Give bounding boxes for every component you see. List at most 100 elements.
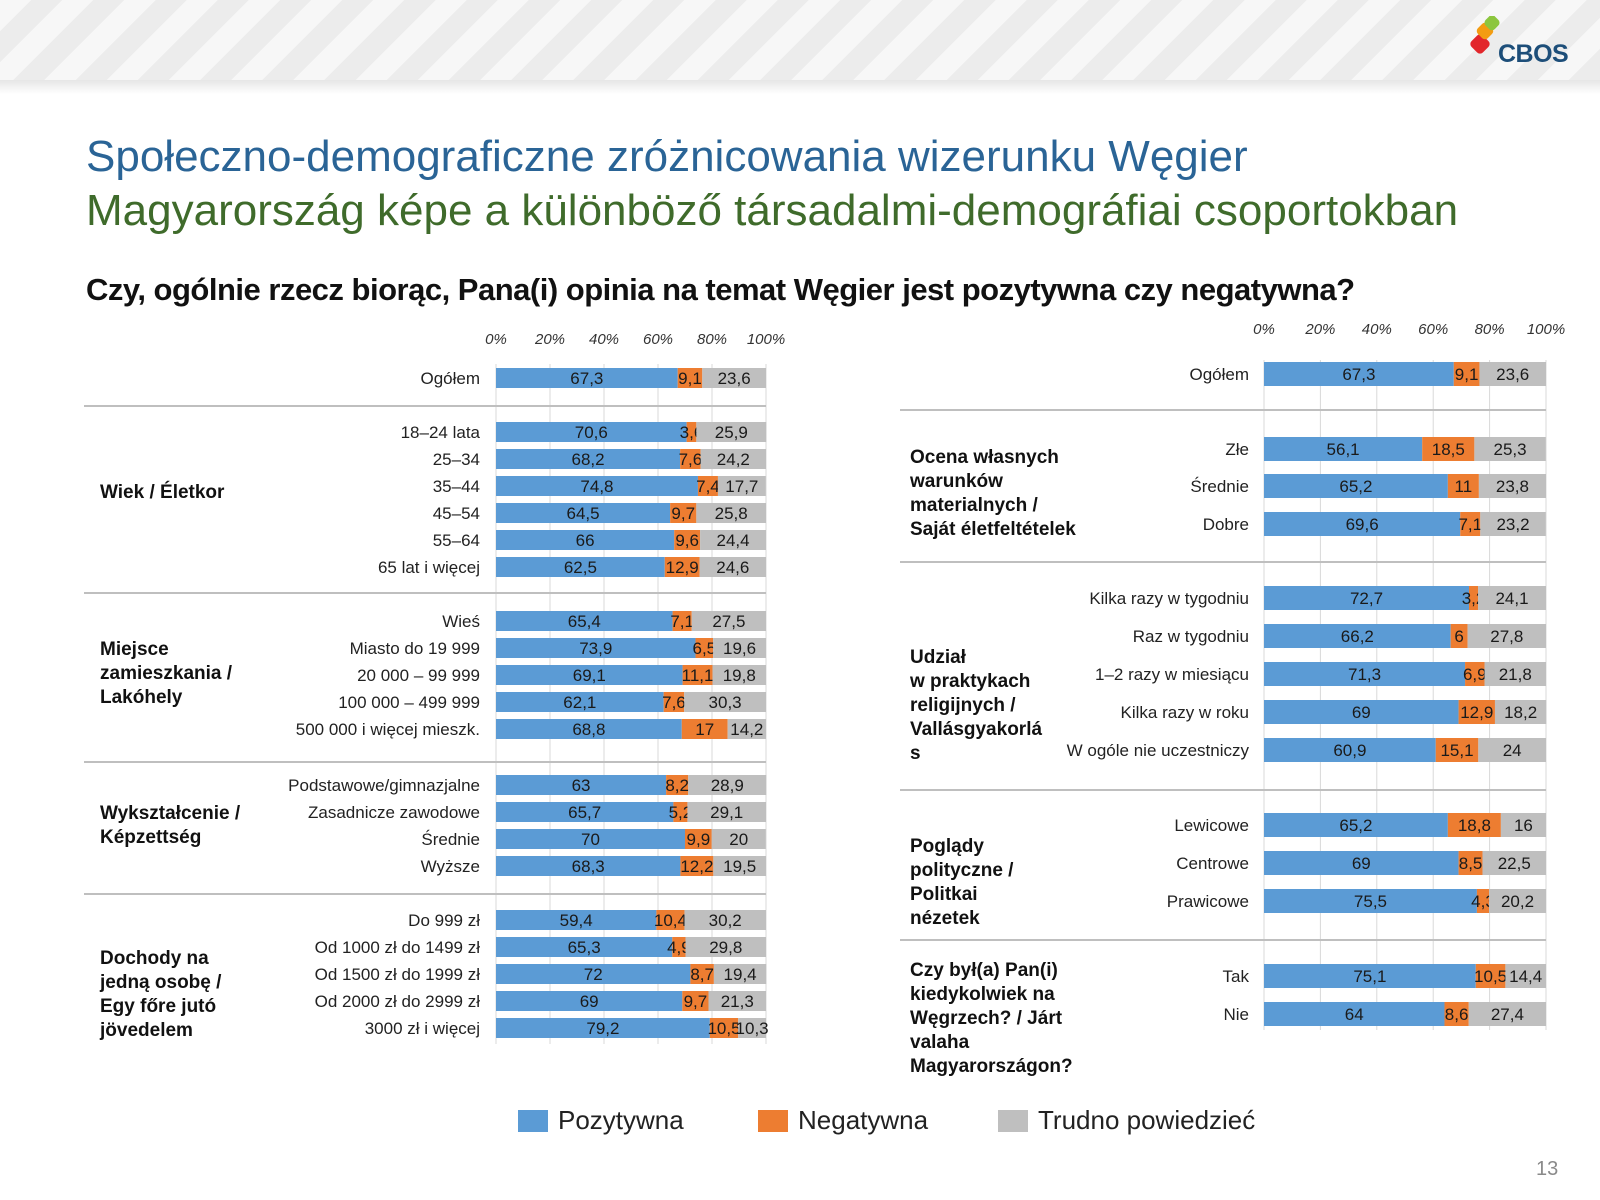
- bar-segment-unsure: [1482, 851, 1546, 875]
- bar-segment-positive: [496, 775, 667, 795]
- data-label: 72,7: [1350, 589, 1383, 608]
- bar-segment-unsure: [738, 1018, 766, 1038]
- chart-legend: Pozytywna Negatywna Trudno powiedzieć: [0, 1105, 1600, 1145]
- x-tick-label: 20%: [534, 331, 565, 348]
- bar-segment-positive: [496, 422, 687, 442]
- bar-segment-negative: [1422, 437, 1475, 461]
- data-label: 16: [1514, 816, 1533, 835]
- bar-segment-unsure: [1489, 889, 1546, 913]
- bar-segment-negative: [1447, 813, 1501, 837]
- page-subtitle: Magyarország képe a különböző társadalmi…: [86, 186, 1459, 235]
- row-label: 45–54: [433, 504, 480, 523]
- data-label: 25,9: [715, 423, 748, 442]
- group-label: Ocena własnych: [910, 447, 1059, 468]
- data-label: 27,8: [1490, 627, 1523, 646]
- group-label: jedną osobę /: [99, 972, 222, 993]
- data-label: 62,5: [564, 558, 597, 577]
- bar-segment-unsure: [684, 692, 766, 712]
- data-label: 9,1: [678, 369, 702, 388]
- row-label: Średnie: [421, 830, 480, 849]
- data-label: 24: [1503, 741, 1522, 760]
- bar-segment-unsure: [1478, 586, 1546, 610]
- x-tick-label: 80%: [1475, 321, 1505, 338]
- bar-segment-negative: [682, 991, 709, 1011]
- row-label: Do 999 zł: [408, 911, 480, 930]
- data-label: 63: [572, 776, 591, 795]
- x-tick-label: 0%: [485, 331, 507, 348]
- bar-segment-positive: [496, 1018, 710, 1038]
- group-label: religijnych /: [910, 695, 1016, 716]
- data-label: 69: [1352, 703, 1371, 722]
- data-label: 66,2: [1341, 627, 1374, 646]
- row-label: 18–24 lata: [401, 423, 481, 442]
- group-label: Udział: [910, 647, 967, 668]
- row-label: 35–44: [433, 477, 480, 496]
- group-label: Poglądy: [910, 836, 984, 857]
- data-label: 24,6: [716, 558, 749, 577]
- row-label: Ogółem: [1189, 365, 1249, 384]
- data-label: 6,9: [1463, 665, 1487, 684]
- bar-segment-negative: [1458, 851, 1483, 875]
- x-tick-label: 40%: [589, 331, 619, 348]
- data-label: 56,1: [1327, 440, 1360, 459]
- data-label: 70: [581, 830, 600, 849]
- data-label: 64,5: [567, 504, 600, 523]
- bar-segment-unsure: [713, 964, 767, 984]
- bar-segment-positive: [496, 964, 691, 984]
- bar-segment-positive: [496, 719, 682, 739]
- row-label: 65 lat i więcej: [378, 558, 480, 577]
- bar-segment-negative: [1465, 662, 1485, 686]
- group-label: Egy főre jutó: [100, 996, 216, 1017]
- data-label: 5,2: [669, 803, 693, 822]
- row-label: Ogółem: [420, 369, 480, 388]
- bar-segment-unsure: [711, 829, 766, 849]
- x-tick-label: 0%: [1253, 321, 1275, 338]
- data-label: 14,2: [730, 720, 763, 739]
- bar-segment-positive: [1264, 964, 1476, 988]
- data-label: 23,2: [1496, 515, 1529, 534]
- data-label: 69: [1352, 854, 1371, 873]
- bar-segment-positive: [496, 692, 664, 712]
- data-label: 6,5: [692, 639, 716, 658]
- data-label: 10,5: [707, 1019, 740, 1038]
- bar-segment-positive: [1264, 512, 1461, 536]
- data-label: 7,4: [696, 477, 720, 496]
- bar-segment-positive: [1264, 586, 1470, 610]
- data-label: 24,1: [1495, 589, 1528, 608]
- group-label: warunków: [909, 471, 1003, 492]
- bar-segment-negative: [1460, 512, 1481, 536]
- data-label: 10,5: [1474, 967, 1507, 986]
- data-label: 69: [580, 992, 599, 1011]
- bar-segment-negative: [663, 692, 685, 712]
- bar-segment-unsure: [696, 503, 766, 523]
- group-label: materialnych /: [910, 495, 1038, 516]
- data-label: 6: [1454, 627, 1463, 646]
- bar-segment-unsure: [712, 665, 766, 685]
- bar-segment-unsure: [1474, 437, 1546, 461]
- row-label: Wyższe: [421, 857, 480, 876]
- data-label: 8,2: [665, 776, 689, 795]
- bar-segment-positive: [1264, 1002, 1445, 1026]
- data-label: 65,7: [568, 803, 601, 822]
- row-label: Lewicowe: [1174, 816, 1249, 835]
- bar-segment-unsure: [684, 910, 766, 930]
- data-label: 25,8: [715, 504, 748, 523]
- data-label: 19,4: [724, 965, 757, 984]
- legend-item-positive: Pozytywna: [518, 1105, 684, 1136]
- group-label: Wykształcenie /: [100, 803, 241, 824]
- group-label: kiedykolwiek na: [910, 984, 1055, 1005]
- group-label: zamieszkania /: [100, 663, 233, 684]
- data-label: 22,5: [1498, 854, 1531, 873]
- bar-segment-positive: [496, 937, 673, 957]
- x-tick-label: 40%: [1362, 321, 1392, 338]
- data-label: 19,5: [723, 857, 756, 876]
- bar-segment-unsure: [699, 557, 766, 577]
- data-label: 8,5: [1459, 854, 1483, 873]
- data-label: 70,6: [575, 423, 608, 442]
- group-label: Czy był(a) Pan(i): [910, 960, 1058, 981]
- bar-segment-unsure: [687, 802, 766, 822]
- row-label: Centrowe: [1176, 854, 1249, 873]
- bar-segment-unsure: [727, 719, 766, 739]
- data-label: 17,7: [725, 477, 758, 496]
- group-label: w praktykach: [909, 671, 1030, 692]
